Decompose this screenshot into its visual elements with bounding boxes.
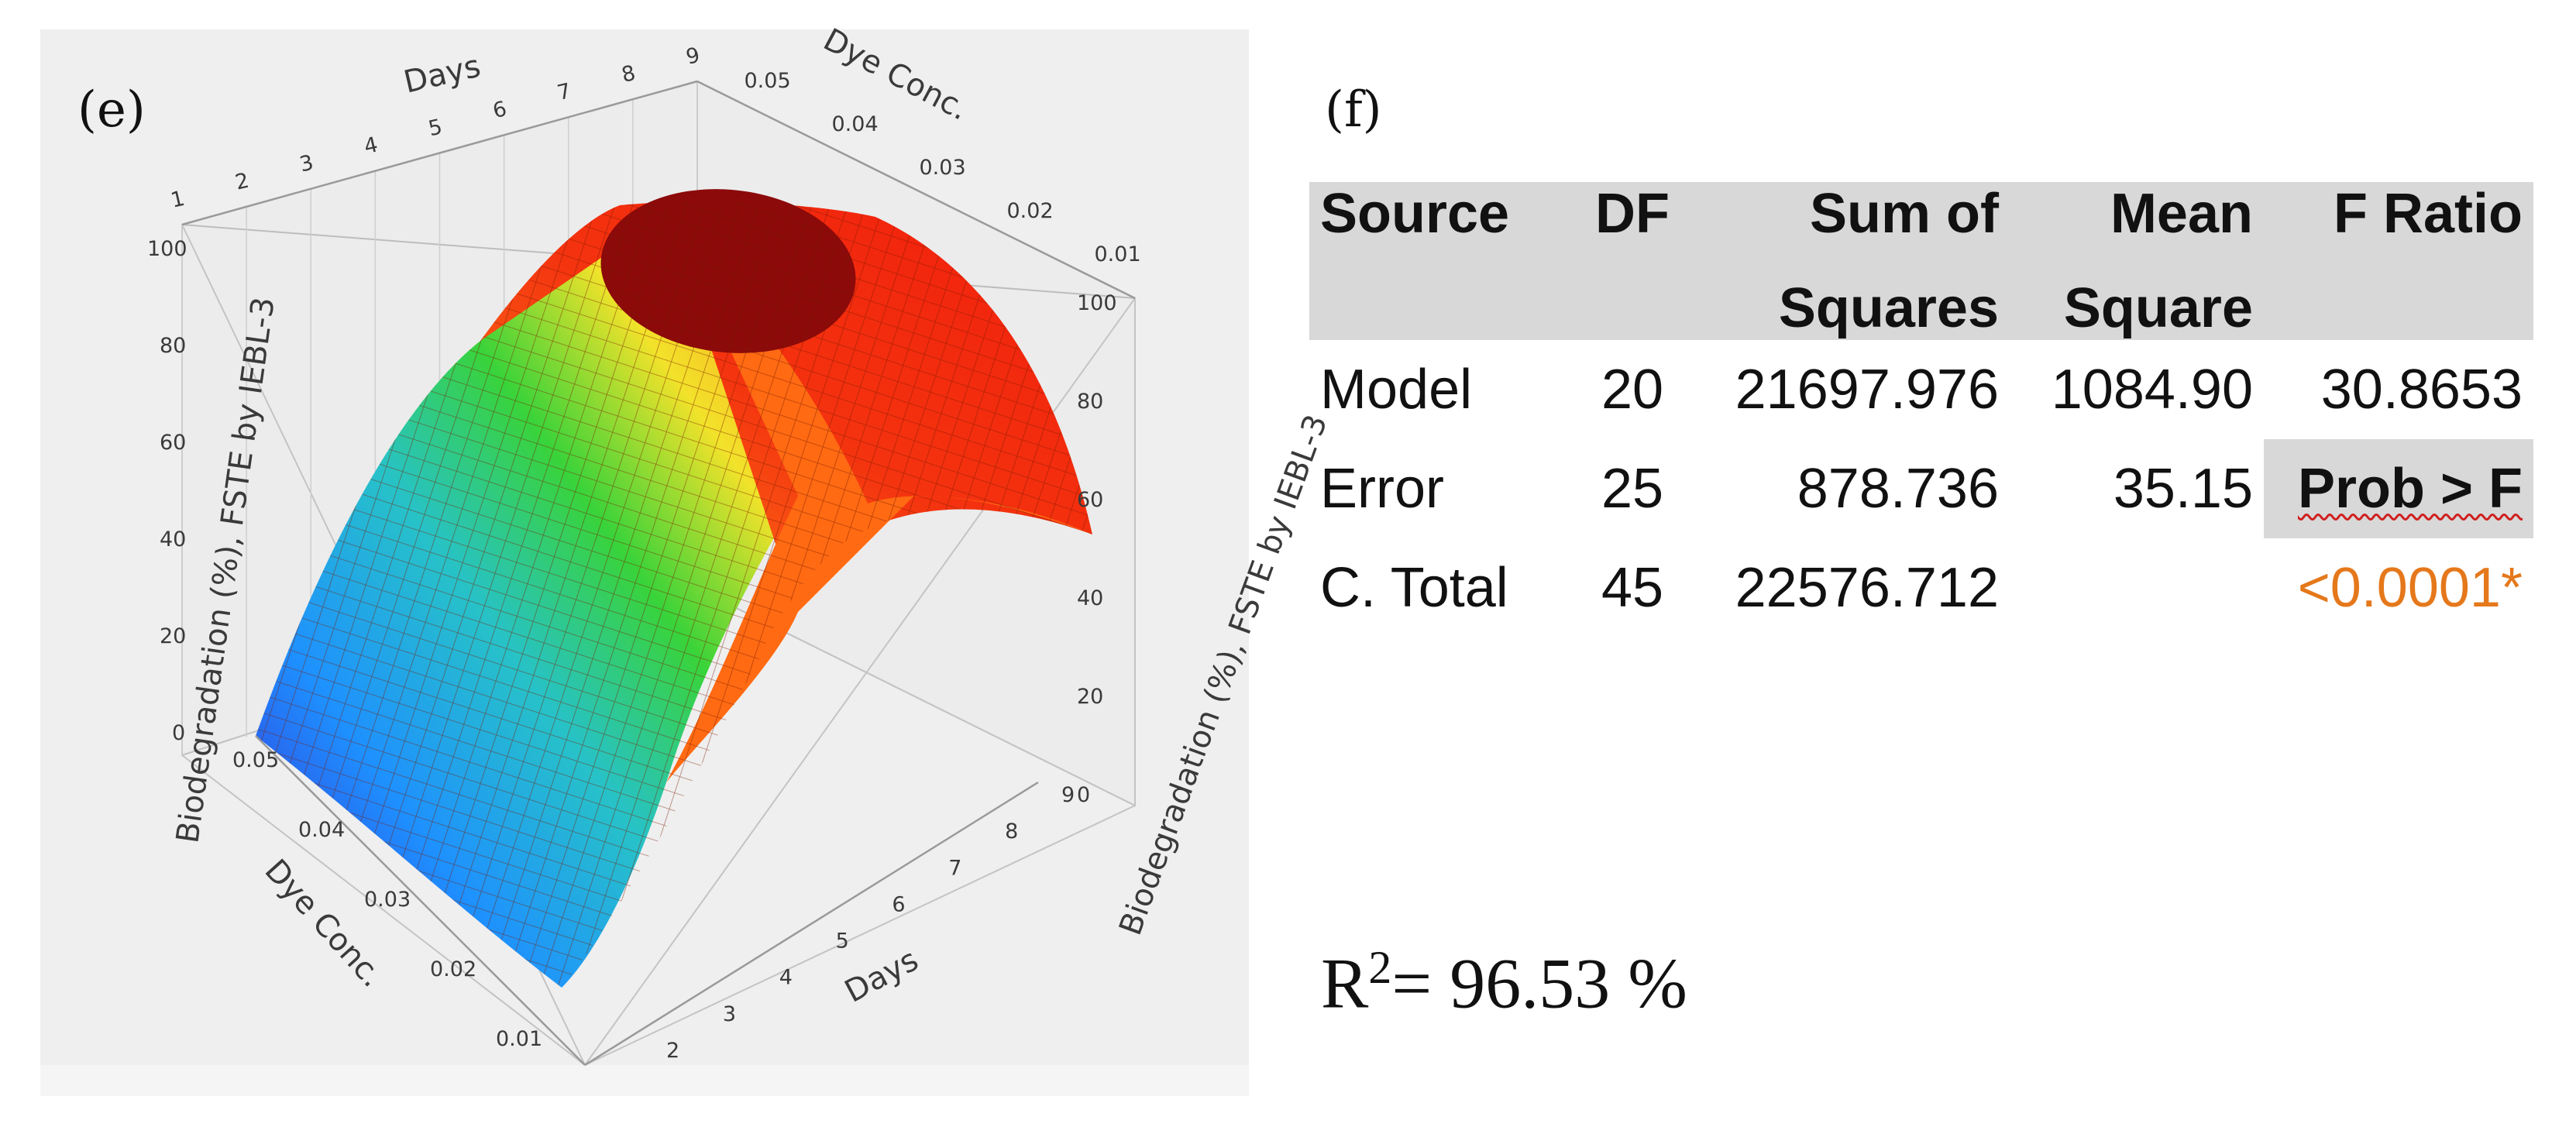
cell-ms [2010,538,2264,637]
cell-df: 25 [1601,458,1664,520]
cell-ss: 22576.712 [1735,557,1999,619]
tick-z-right: 60 [1077,488,1103,512]
axis-title-days-bottom: Days [839,942,924,1009]
tick-z-left: 100 [147,237,187,261]
tick-days-bottom: 9 [1061,783,1075,807]
axis-title-days-top: Days [401,48,484,100]
header-f-ratio: F Ratio [2264,182,2533,340]
axis-title-dye-bottom: Dye Conc. [258,853,390,995]
tick-dye-top: 0.05 [745,69,791,93]
tick-dye-bottom: 0.03 [364,888,411,912]
tick-z-right: 0 [1077,783,1090,807]
tick-days-top: 2 [233,169,252,195]
tick-z-right: 80 [1077,390,1103,414]
tick-dye-top: 0.03 [920,156,966,180]
tick-dye-top: 0.01 [1095,242,1141,266]
tick-days-top: 9 [684,43,703,70]
tick-dye-bottom: 0.04 [298,818,345,842]
cell-ms: 35.15 [2113,458,2253,520]
tick-dye-bottom: 0.02 [430,957,476,981]
axis-lines [181,80,1136,1067]
header-mean-square: Mean Square [2010,182,2264,340]
cell-source: Error [1320,458,1444,520]
cell-f-ratio: 30.8653 [2320,359,2523,421]
cell-source: Model [1320,359,1473,421]
cell-prob-label: Prob > F [2264,439,2533,538]
tick-days-top: 6 [490,97,509,123]
r2-value: = 96.53 % [1391,943,1687,1023]
r-squared: R2= 96.53 % [1321,941,1687,1025]
panel-label-f: (f) [1325,81,1382,139]
panel-e-footer-strip [40,1065,1249,1096]
header-ss-line1: Sum of [1810,183,1999,245]
table-row-error: Error 25 878.736 35.15 Prob > F [1309,439,2533,538]
cell-source: C. Total [1320,557,1508,619]
header-ms-line2: Square [2063,277,2253,339]
tick-z-left: 0 [172,721,185,745]
tick-z-left: 80 [160,334,186,358]
tick-z-left: 20 [160,624,186,648]
tick-days-bottom: 2 [666,1039,679,1063]
tick-days-bottom: 7 [948,856,961,880]
tick-days-bottom: 3 [723,1002,736,1026]
cell-ms: 1084.90 [2051,359,2253,421]
header-ss-line2: Squares [1778,277,1999,339]
tick-days-bottom: 4 [779,966,793,990]
axis-title-biodeg-right: Biodegradation (%), FSTE by IEBL-3 [1113,410,1334,940]
tick-z-right: 40 [1077,586,1103,610]
prob-label-text: Prob > F [2297,458,2523,520]
tick-days-top: 4 [362,132,380,159]
panel-label-e: (e) [77,81,146,139]
r2-sup: 2 [1368,942,1392,993]
header-source: Source [1309,182,1556,340]
tick-days-bottom: 8 [1005,819,1018,844]
header-ms-line1: Mean [2110,183,2253,245]
cell-p-value: <0.0001* [2297,557,2523,619]
tick-dye-bottom: 0.05 [232,748,279,772]
tick-days-top: 3 [297,150,316,177]
header-df: DF [1556,182,1709,340]
cell-ss: 878.736 [1797,458,1999,520]
tick-dye-top: 0.04 [832,112,879,136]
anova-table-container: Source DF Sum of Squares Mean Square F R… [1309,182,2541,637]
tick-dye-bottom: 0.01 [496,1027,542,1051]
tick-z-right: 20 [1077,685,1103,709]
tick-z-right: 100 [1077,291,1117,315]
table-row-model: Model 20 21697.976 1084.90 30.8653 [1309,340,2533,439]
tick-z-left: 60 [160,431,186,455]
cell-df: 45 [1601,557,1664,619]
anova-table: Source DF Sum of Squares Mean Square F R… [1309,182,2533,637]
r2-prefix: R [1321,943,1369,1023]
cell-ss: 21697.976 [1735,359,1999,421]
response-surface [256,189,1092,988]
cell-df: 20 [1601,359,1664,421]
tick-days-top: 8 [619,61,638,88]
tick-days-top: 1 [169,187,187,213]
tick-days-top: 7 [555,79,573,105]
tick-z-left: 40 [160,527,186,551]
tick-days-top: 5 [426,115,445,141]
tick-dye-top: 0.02 [1007,199,1054,223]
header-sum-of-squares: Sum of Squares [1709,182,2010,340]
anova-header-row: Source DF Sum of Squares Mean Square F R… [1309,182,2533,340]
table-row-total: C. Total 45 22576.712 <0.0001* [1309,538,2533,637]
tick-days-bottom: 5 [836,929,849,953]
tick-days-bottom: 6 [892,892,905,916]
